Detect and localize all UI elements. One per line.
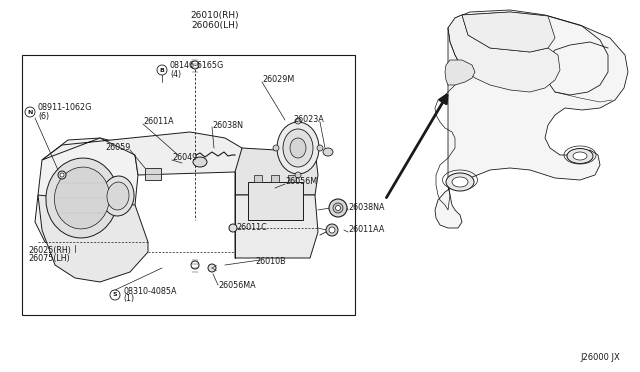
Polygon shape <box>235 195 318 258</box>
Text: 26049: 26049 <box>172 154 197 163</box>
Text: 26010B: 26010B <box>255 257 285 266</box>
Ellipse shape <box>335 205 340 211</box>
Text: J26000 JX: J26000 JX <box>580 353 620 362</box>
Ellipse shape <box>102 176 134 216</box>
Text: 26025(RH): 26025(RH) <box>28 246 71 254</box>
Ellipse shape <box>208 264 216 272</box>
Circle shape <box>295 118 301 124</box>
Ellipse shape <box>290 138 306 158</box>
Ellipse shape <box>567 148 593 164</box>
Ellipse shape <box>46 158 118 238</box>
Circle shape <box>273 145 279 151</box>
Text: 26075(LH): 26075(LH) <box>28 253 70 263</box>
Bar <box>288 175 296 182</box>
Text: 08911-1062G: 08911-1062G <box>38 103 92 112</box>
Ellipse shape <box>60 173 64 177</box>
Text: 08310-4085A: 08310-4085A <box>123 286 177 295</box>
Circle shape <box>25 107 35 117</box>
Ellipse shape <box>333 203 343 213</box>
Text: (4): (4) <box>170 70 181 78</box>
Ellipse shape <box>329 227 335 233</box>
Ellipse shape <box>326 224 338 236</box>
Text: 26056M: 26056M <box>285 177 317 186</box>
Ellipse shape <box>277 122 319 174</box>
Text: 26010(RH)
26060(LH): 26010(RH) 26060(LH) <box>191 10 239 30</box>
Circle shape <box>191 261 199 269</box>
Text: 26011A: 26011A <box>143 118 173 126</box>
Text: (6): (6) <box>38 112 49 121</box>
Text: 26011C: 26011C <box>236 224 267 232</box>
Ellipse shape <box>229 224 237 232</box>
Circle shape <box>110 290 120 300</box>
Ellipse shape <box>54 167 109 229</box>
Text: 08146-6165G: 08146-6165G <box>170 61 224 71</box>
Polygon shape <box>38 195 148 282</box>
Text: 26056MA: 26056MA <box>218 280 255 289</box>
Text: 26059: 26059 <box>105 144 131 153</box>
Polygon shape <box>42 132 242 175</box>
Ellipse shape <box>323 148 333 156</box>
Text: S: S <box>113 292 117 298</box>
Polygon shape <box>435 10 628 228</box>
Bar <box>248 182 303 220</box>
Polygon shape <box>462 12 555 52</box>
Polygon shape <box>445 60 475 85</box>
Text: (1): (1) <box>123 295 134 304</box>
Ellipse shape <box>446 173 474 191</box>
Bar <box>22 55 355 315</box>
Text: 26038N: 26038N <box>212 121 243 129</box>
Ellipse shape <box>107 182 129 210</box>
Ellipse shape <box>573 152 587 160</box>
Polygon shape <box>35 138 138 252</box>
Polygon shape <box>448 15 560 92</box>
Ellipse shape <box>283 129 313 167</box>
Ellipse shape <box>193 157 207 167</box>
Bar <box>145 168 161 180</box>
Polygon shape <box>235 148 318 195</box>
Text: N: N <box>28 109 33 115</box>
Circle shape <box>295 172 301 178</box>
Ellipse shape <box>452 177 468 187</box>
Text: 26038NA: 26038NA <box>348 203 385 212</box>
Text: B: B <box>159 67 164 73</box>
Text: 26029M: 26029M <box>262 76 294 84</box>
Ellipse shape <box>58 171 66 179</box>
Ellipse shape <box>329 199 347 217</box>
Text: 26011AA: 26011AA <box>348 225 385 234</box>
Bar <box>254 175 262 182</box>
Circle shape <box>157 65 167 75</box>
Bar <box>271 175 279 182</box>
Circle shape <box>191 61 199 69</box>
Circle shape <box>317 145 323 151</box>
Text: 26023A: 26023A <box>293 115 324 125</box>
